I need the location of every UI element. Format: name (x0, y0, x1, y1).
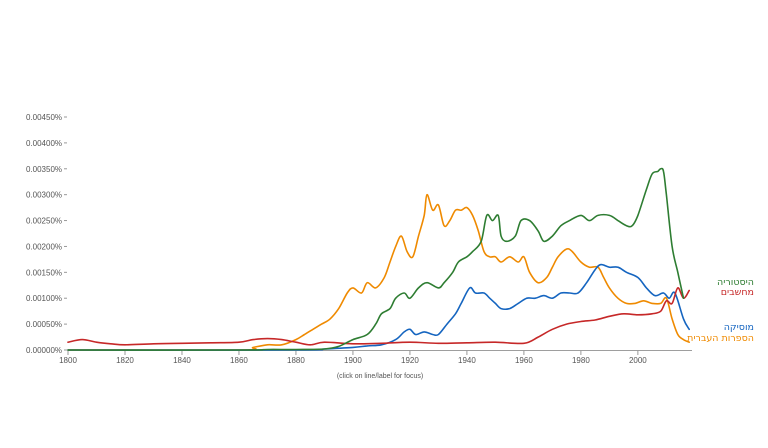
series-line[interactable] (67, 167, 685, 351)
x-tick-label: 1960 (515, 356, 533, 365)
x-axis: 1800 1820 1840 1860 1880 1900 1920 1940 1960 1980… (59, 350, 692, 365)
x-tick-label: 1820 (116, 356, 134, 365)
y-tick-label: 0.00450% (26, 113, 62, 122)
series-label[interactable]: היסטוריה (717, 277, 754, 288)
y-tick-label: 0.00400% (26, 139, 62, 148)
x-tick-label: 2000 (629, 356, 647, 365)
x-tick-label: 1940 (458, 356, 476, 365)
y-tick-label: 0.00150% (26, 268, 62, 277)
y-tick-label: 0.00250% (26, 217, 62, 226)
x-tick-label: 1980 (572, 356, 590, 365)
x-tick-label: 1840 (173, 356, 191, 365)
y-tick-label: 0.00200% (26, 242, 62, 251)
series-label[interactable]: הספרות העברית (687, 333, 754, 344)
x-tick-label: 1920 (401, 356, 419, 365)
series-label[interactable]: מוסיקה (724, 322, 754, 333)
x-tick-label: 1860 (230, 356, 248, 365)
series-line[interactable] (67, 193, 690, 351)
focus-hint: (click on line/label for focus) (337, 373, 423, 380)
series-label[interactable]: מחשבים (721, 287, 754, 298)
y-tick-label: 0.00000% (26, 346, 62, 355)
y-tick-label: 0.00050% (26, 320, 62, 329)
x-tick-label: 1900 (344, 356, 362, 365)
series-line[interactable] (67, 287, 690, 346)
x-tick-label: 1880 (287, 356, 305, 365)
plot-lines (67, 167, 690, 351)
x-tick-label: 1800 (59, 356, 77, 365)
series-line[interactable] (67, 263, 690, 351)
y-tick-label: 0.00350% (26, 165, 62, 174)
y-axis: 0.00000% 0.00050% 0.00100% 0.00150% 0.00200%… (26, 113, 67, 355)
y-tick-label: 0.00100% (26, 294, 62, 303)
y-tick-label: 0.00300% (26, 191, 62, 200)
